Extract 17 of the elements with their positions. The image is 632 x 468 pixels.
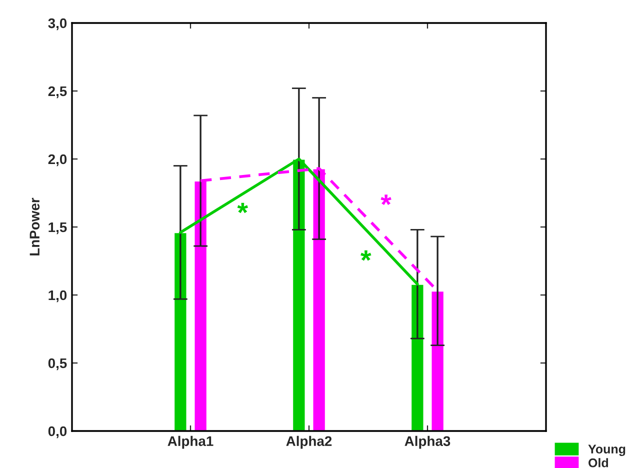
y-tick-label: 1,0 xyxy=(48,290,67,302)
y-tick-label: 1,5 xyxy=(48,222,67,234)
y-tick-label: 3,0 xyxy=(48,18,67,30)
bar xyxy=(430,290,445,431)
y-tick-label: 0,5 xyxy=(48,358,67,370)
legend-label: Young xyxy=(588,444,626,456)
x-tick-label: Alpha1 xyxy=(168,436,214,449)
annotation: * xyxy=(237,202,248,214)
x-tick-label: Alpha2 xyxy=(286,436,332,449)
x-tick-label: Alpha3 xyxy=(404,436,450,449)
y-tick-label: 0,0 xyxy=(48,426,67,438)
annotation: * xyxy=(360,250,372,261)
y-tick-label: 2,0 xyxy=(48,154,67,166)
annotation: * xyxy=(380,194,392,206)
legend-label: Old xyxy=(588,458,608,468)
y-tick-label: 2,5 xyxy=(48,86,67,98)
y-axis-title: LnPower xyxy=(30,198,40,256)
